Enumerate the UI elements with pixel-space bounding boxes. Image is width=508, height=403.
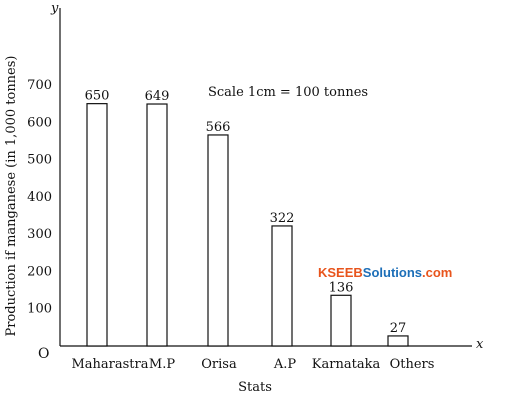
category-label: A.P (273, 357, 297, 372)
bar (146, 103, 168, 347)
category-labels: Maharastra M.P Orisa A.P Karnataka Others (71, 357, 434, 372)
bar (207, 134, 229, 347)
y-tick-label: 300 (27, 227, 52, 242)
bar (86, 103, 108, 347)
x-axis-letter: x (476, 337, 484, 352)
watermark: KSEEBSolutions.com (318, 265, 452, 280)
bar (330, 294, 352, 347)
category-label: Others (390, 357, 435, 372)
watermark-part-3: .com (422, 265, 452, 280)
y-axis-letter: y (50, 1, 59, 16)
watermark-part-1: KSEEB (318, 265, 363, 280)
y-tick-label: 700 (27, 78, 52, 93)
bar-value-label: 650 (85, 89, 110, 104)
bars (86, 103, 409, 347)
y-tick-label: 500 (27, 153, 52, 168)
origin-label: O (38, 346, 49, 362)
x-axis-title: Stats (238, 380, 272, 395)
y-tick-label: 200 (27, 264, 52, 279)
scale-annotation: Scale 1cm = 100 tonnes (208, 85, 368, 100)
bar-value-label: 566 (206, 120, 231, 135)
category-label: Maharastra (71, 357, 148, 372)
bar-value-labels: 650 649 566 322 136 27 (85, 89, 407, 336)
y-tick-label: 100 (27, 302, 52, 317)
bar (387, 335, 409, 347)
category-label: Karnataka (312, 357, 381, 372)
category-label: Orisa (201, 357, 237, 372)
category-label: M.P (149, 357, 175, 372)
y-tick-label: 400 (27, 190, 52, 205)
bar-value-label: 27 (390, 321, 407, 336)
y-axis-title: Production if manganese (in 1,000 tonnes… (4, 56, 19, 337)
y-tick-labels: 100 200 300 400 500 600 700 (27, 78, 52, 317)
bar-value-label: 136 (329, 280, 354, 295)
bar-value-label: 649 (145, 89, 170, 104)
bar-value-label: 322 (270, 211, 295, 226)
y-tick-label: 600 (27, 115, 52, 130)
bar (271, 225, 293, 347)
watermark-part-2: Solutions (363, 265, 422, 280)
